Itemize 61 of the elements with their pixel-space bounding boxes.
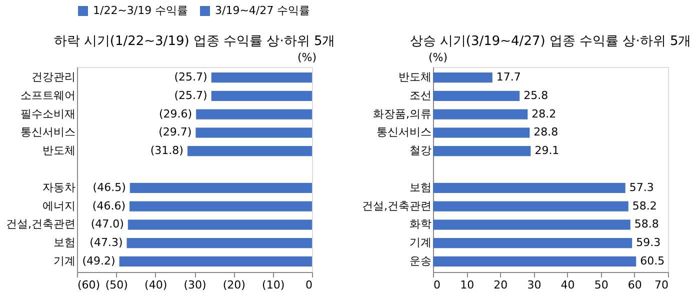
x-tick-label: 60: [628, 278, 642, 292]
data-label: (25.7): [174, 88, 208, 102]
legend-label: 1/22~3/19 수익률: [93, 4, 188, 17]
x-tick-label: (20): [222, 278, 246, 292]
x-tick-label: 20: [494, 278, 508, 292]
y-tick-label: 철강: [410, 144, 432, 158]
y-tick-label: 건설,건축관련: [362, 199, 432, 212]
data-label: 29.1: [534, 144, 560, 158]
chart-title: 상승 시기(3/19~4/27) 업종 수익률 상·하위 5개: [410, 34, 692, 49]
y-tick-label: 기계: [410, 236, 432, 250]
x-tick-label: 0: [306, 278, 312, 292]
x-tick-label: 70: [654, 278, 668, 292]
y-tick-label: 화장품,의류: [373, 107, 432, 120]
data-label: (25.7): [174, 70, 208, 84]
x-tick-label: (40): [144, 278, 168, 292]
x-tick-label: (50): [105, 278, 128, 292]
x-tick-label: (10): [262, 278, 285, 292]
x-tick-label: (60): [78, 278, 100, 292]
data-label: 58.8: [634, 218, 659, 231]
y-tick-label: 에너지: [42, 199, 76, 212]
y-tick-label: 통신서비스: [376, 126, 432, 139]
x-tick-label: 10: [460, 278, 474, 292]
text: (%): [428, 51, 448, 64]
x-tick-label: (30): [184, 278, 206, 292]
data-label: 58.2: [632, 199, 657, 212]
data-label: 28.8: [534, 126, 558, 139]
data-label: (49.2): [82, 254, 116, 268]
data-label: (47.0): [90, 218, 124, 231]
y-tick-label: 화학: [410, 218, 432, 231]
x-tick-label: 50: [594, 278, 608, 292]
data-label: 57.3: [629, 180, 654, 194]
chart-title: 하락 시기(1/22~3/19) 업종 수익률 상·하위 5개: [54, 34, 336, 49]
y-tick-label: 자동차: [42, 180, 76, 194]
y-tick-label: 통신서비스: [20, 126, 76, 139]
y-tick-label: 소프트웨어: [20, 88, 76, 102]
y-tick-label: 반도체: [42, 144, 76, 158]
x-tick-label: 30: [527, 278, 542, 292]
y-tick-label: 반도체: [398, 70, 432, 84]
text: 3/19~4/27 수익률: [215, 4, 310, 17]
y-tick-label: 건설,건축관련: [6, 218, 76, 231]
data-label: (29.7): [158, 126, 192, 139]
y-tick-label: 조선: [410, 88, 432, 102]
data-label: 17.7: [496, 70, 521, 84]
data-label: 60.5: [640, 254, 665, 268]
data-label: (46.6): [92, 199, 126, 212]
data-label: 59.3: [636, 236, 661, 250]
data-label: (47.3): [90, 236, 123, 250]
x-tick-label: 0: [434, 278, 440, 292]
y-tick-label: 건강관리: [32, 70, 76, 84]
y-tick-label: 필수소비재: [20, 107, 76, 120]
data-label: 28.2: [532, 107, 556, 120]
data-label: (46.5): [92, 180, 126, 194]
data-label: 25.8: [524, 88, 548, 102]
x-tick-label: 40: [560, 278, 575, 292]
y-tick-label: 운송: [410, 254, 432, 268]
data-label: (31.8): [150, 144, 184, 158]
y-tick-label: 기계: [54, 254, 76, 268]
y-tick-label: 보험: [410, 180, 432, 194]
y-tick-label: 보험: [54, 236, 76, 250]
text: (%): [297, 51, 317, 64]
data-label: (29.6): [158, 107, 192, 120]
